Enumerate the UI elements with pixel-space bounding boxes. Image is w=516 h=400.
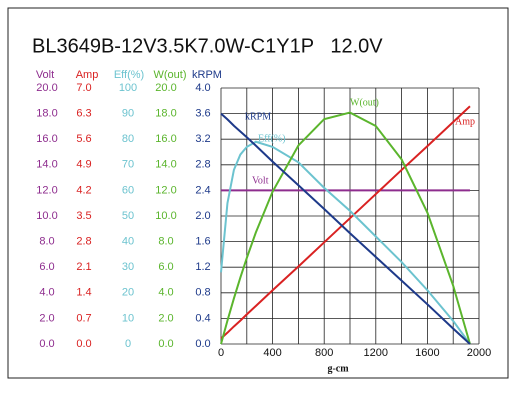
y-tick-label: 20.0	[36, 82, 57, 94]
y-tick-label: 90	[122, 108, 134, 120]
chart-title: BL3649B-12V3.5K7.0W-C1Y1P 12.0V	[32, 35, 383, 57]
y-tick-label: 5.6	[76, 133, 91, 145]
frame	[7, 7, 509, 379]
y-tick-label: 7.0	[76, 82, 91, 94]
y-tick-label: 4.0	[158, 287, 173, 299]
series-label: Eff(%)	[258, 133, 286, 144]
axis-header: Eff(%)	[114, 69, 144, 81]
x-tick-label: 400	[263, 347, 281, 359]
y-tick-label: 4.9	[76, 159, 91, 171]
y-tick-label: 20	[122, 287, 134, 299]
y-tick-label: 30	[122, 261, 134, 273]
y-tick-label: 8.0	[39, 236, 54, 248]
y-tick-label: 18.0	[36, 108, 57, 120]
y-tick-label: 0.0	[39, 338, 54, 350]
y-tick-label: 1.4	[76, 287, 91, 299]
y-tick-label: 12.0	[36, 184, 57, 196]
y-tick-label: 2.0	[195, 210, 210, 222]
series-line	[220, 112, 471, 345]
series-line	[220, 105, 471, 340]
y-tick-label: 4.0	[195, 82, 210, 94]
y-tick-label: 0.4	[195, 312, 210, 324]
y-tick-label: 3.2	[195, 133, 210, 145]
y-tick-label: 20.0	[155, 82, 176, 94]
y-tick-label: 0.8	[195, 287, 210, 299]
y-tick-label: 2.8	[76, 236, 91, 248]
y-tick-label: 10.0	[36, 210, 57, 222]
y-tick-label: 100	[119, 82, 137, 94]
y-tick-label: 2.4	[195, 184, 210, 196]
y-tick-label: 80	[122, 133, 134, 145]
series-label: Volt	[252, 175, 269, 186]
series-label: kRPM	[245, 111, 271, 122]
y-tick-label: 14.0	[155, 159, 176, 171]
x-tick-label: 2000	[467, 347, 491, 359]
y-tick-label: 12.0	[155, 184, 176, 196]
y-tick-label: 1.2	[195, 261, 210, 273]
y-tick-label: 3.5	[76, 210, 91, 222]
y-tick-label: 0.0	[195, 338, 210, 350]
y-tick-label: 4.0	[39, 287, 54, 299]
y-tick-label: 6.0	[158, 261, 173, 273]
y-tick-label: 1.6	[195, 236, 210, 248]
x-tick-label: 1600	[415, 347, 439, 359]
y-tick-label: 2.0	[39, 312, 54, 324]
y-tick-label: 0.7	[76, 312, 91, 324]
y-tick-label: 3.6	[195, 108, 210, 120]
y-tick-label: 16.0	[155, 133, 176, 145]
y-tick-label: 60	[122, 184, 134, 196]
y-tick-label: 0	[125, 338, 131, 350]
y-tick-label: 40	[122, 236, 134, 248]
y-tick-label: 16.0	[36, 133, 57, 145]
x-axis-label: g-cm	[327, 363, 349, 374]
x-tick-label: 1200	[364, 347, 388, 359]
series-label: Amp	[455, 116, 475, 127]
y-tick-label: 2.0	[158, 312, 173, 324]
axis-header: Volt	[36, 69, 54, 81]
y-tick-label: 50	[122, 210, 134, 222]
y-tick-label: 10.0	[155, 210, 176, 222]
y-tick-label: 2.8	[195, 159, 210, 171]
y-tick-label: 8.0	[158, 236, 173, 248]
y-tick-label: 0.0	[158, 338, 173, 350]
y-tick-label: 0.0	[76, 338, 91, 350]
y-tick-label: 10	[122, 312, 134, 324]
x-tick-label: 0	[218, 347, 224, 359]
x-tick-label: 800	[315, 347, 333, 359]
series-label: W(out)	[350, 97, 379, 108]
y-tick-label: 6.3	[76, 108, 91, 120]
y-tick-label: 70	[122, 159, 134, 171]
axis-header: kRPM	[192, 69, 222, 81]
series-line	[220, 111, 471, 345]
series-line	[220, 140, 471, 345]
y-tick-label: 6.0	[39, 261, 54, 273]
y-tick-label: 2.1	[76, 261, 91, 273]
y-tick-label: 18.0	[155, 108, 176, 120]
axis-header: W(out)	[154, 69, 187, 81]
y-tick-label: 14.0	[36, 159, 57, 171]
axis-header: Amp	[76, 69, 99, 81]
y-tick-label: 4.2	[76, 184, 91, 196]
